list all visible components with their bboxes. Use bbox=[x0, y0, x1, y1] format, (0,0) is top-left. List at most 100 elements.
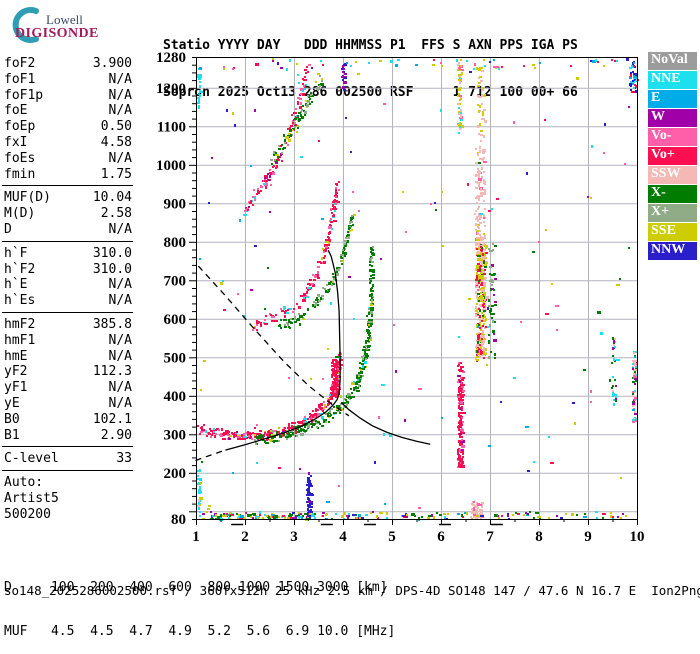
legend-item-noval: NoVal bbox=[648, 52, 697, 70]
param-value: 310.0 bbox=[92, 261, 132, 277]
y-axis-label-1100: 1100 bbox=[157, 119, 186, 135]
x-axis-label-8: 8 bbox=[535, 529, 543, 545]
param-row-500200: 500200 bbox=[4, 507, 132, 523]
param-row-fxi: fxI 4.58 bbox=[4, 135, 132, 151]
legend-item-x: X+ bbox=[648, 204, 697, 222]
param-label: C-level bbox=[4, 451, 59, 467]
param-row-hme: hmE N/A bbox=[4, 349, 132, 365]
y-axis-label-400: 400 bbox=[164, 389, 187, 405]
param-row-b1: B1 2.90 bbox=[4, 428, 132, 444]
overlay-line-profile-extrapolated-tail bbox=[195, 449, 226, 462]
x-axis-label-5: 5 bbox=[388, 529, 396, 545]
y-axis-label-500: 500 bbox=[164, 350, 187, 366]
param-label: MUF(D) bbox=[4, 190, 51, 206]
x-axis-label-10: 10 bbox=[630, 529, 645, 545]
y-axis-label-900: 900 bbox=[164, 196, 187, 212]
param-value: N/A bbox=[108, 221, 132, 237]
param-row-fmin: fmin 1.75 bbox=[4, 167, 132, 183]
param-label: foE bbox=[4, 103, 28, 119]
param-value: N/A bbox=[108, 332, 132, 348]
overlay-line-valley-curve bbox=[341, 402, 431, 445]
param-row-hes: h`Es N/A bbox=[4, 293, 132, 309]
param-value: 385.8 bbox=[92, 316, 132, 332]
param-row-fof1p: foF1p N/A bbox=[4, 88, 132, 104]
param-row-auto: Auto: bbox=[4, 475, 132, 491]
overlay-line-transmission-curve bbox=[197, 265, 350, 417]
param-label: Auto: bbox=[4, 475, 44, 491]
param-group-divider bbox=[2, 185, 133, 187]
x-axis-label-1: 1 bbox=[192, 529, 200, 545]
param-label: fmin bbox=[4, 166, 36, 182]
param-label: h`F2 bbox=[4, 261, 36, 277]
param-row-foep: foEp 0.50 bbox=[4, 119, 132, 135]
x-axis-label-7: 7 bbox=[486, 529, 494, 545]
y-axis-label-200: 200 bbox=[164, 466, 187, 482]
muf-row: MUF 4.5 4.5 4.7 4.9 5.2 5.6 6.9 10.0 [MH… bbox=[4, 623, 396, 639]
param-value: N/A bbox=[108, 87, 132, 103]
param-value: N/A bbox=[108, 103, 132, 119]
param-row-he: h`E N/A bbox=[4, 277, 132, 293]
param-value: 1.75 bbox=[100, 166, 132, 182]
crescent-icon bbox=[12, 7, 39, 43]
x-axis-label-3: 3 bbox=[290, 529, 298, 545]
legend-item-ssw: SSW bbox=[648, 166, 697, 184]
param-value: N/A bbox=[108, 277, 132, 293]
echo-dots bbox=[197, 58, 639, 521]
param-value: 102.1 bbox=[92, 411, 132, 427]
y-axis-label-600: 600 bbox=[164, 312, 187, 328]
legend-item-nne: NNE bbox=[648, 71, 697, 89]
ionogram-plot: 1280120011001000900800700600500400300200… bbox=[156, 50, 645, 545]
digisonde-ionogram-viewer: { "logo": {"line1": "Lowell", "line2": "… bbox=[2, 4, 700, 639]
param-value: 4.58 bbox=[100, 134, 132, 150]
param-label: h`F bbox=[4, 245, 28, 261]
y-axis-label-300: 300 bbox=[164, 427, 187, 443]
param-row-hmf1: hmF1 N/A bbox=[4, 333, 132, 349]
y-axis-label-700: 700 bbox=[164, 273, 187, 289]
param-row-b0: B0 102.1 bbox=[4, 412, 132, 428]
param-row-foes: foEs N/A bbox=[4, 151, 132, 167]
param-label: yF1 bbox=[4, 380, 28, 396]
lowell-digisonde-logo: Lowell DIGISONDE bbox=[6, 4, 156, 48]
param-value: 2.90 bbox=[100, 427, 132, 443]
overlay-line-true-height-profile bbox=[225, 250, 341, 451]
param-value: 2.58 bbox=[100, 206, 132, 222]
param-label: fxI bbox=[4, 134, 28, 150]
legend-item-x: X- bbox=[648, 185, 697, 203]
param-label: 500200 bbox=[4, 506, 51, 522]
param-row-mufd: MUF(D) 10.04 bbox=[4, 190, 132, 206]
param-label: M(D) bbox=[4, 206, 36, 222]
param-value: 310.0 bbox=[92, 245, 132, 261]
param-value: N/A bbox=[108, 348, 132, 364]
param-label: hmF2 bbox=[4, 316, 36, 332]
plot-axes: 1280120011001000900800700600500400300200… bbox=[156, 50, 645, 545]
param-label: foEs bbox=[4, 150, 36, 166]
param-value: N/A bbox=[108, 293, 132, 309]
status-line: so148_2025286002500.rsf / 360fx512h 25 k… bbox=[4, 583, 700, 598]
scaled-parameters-panel: foF2 3.900 foF1 N/A foF1p N/A foE N/A foEp 0.50 fx… bbox=[2, 56, 133, 523]
param-value: 10.04 bbox=[92, 190, 132, 206]
param-row-artist5: Artist5 bbox=[4, 491, 132, 507]
param-label: foF1 bbox=[4, 71, 36, 87]
param-label: yF2 bbox=[4, 364, 28, 380]
param-value: 0.50 bbox=[100, 119, 132, 135]
param-label: hmF1 bbox=[4, 332, 36, 348]
param-value: 112.3 bbox=[92, 364, 132, 380]
param-row-yf1: yF1 N/A bbox=[4, 380, 132, 396]
param-row-clevel: C-level 33 bbox=[4, 451, 132, 467]
distance-row: D 100 200 400 600 800 1000 1500 3000 [km… bbox=[4, 580, 388, 595]
param-value: 33 bbox=[116, 451, 132, 467]
param-row-hf: h`F 310.0 bbox=[4, 246, 132, 262]
param-row-d: D N/A bbox=[4, 222, 132, 238]
y-axis-label-1200: 1200 bbox=[156, 81, 186, 97]
param-label: B0 bbox=[4, 411, 20, 427]
y-axis-label-800: 800 bbox=[164, 235, 187, 251]
muf-distance-table: D 100 200 400 600 800 1000 1500 3000 [km… bbox=[4, 552, 395, 654]
y-axis-label-80: 80 bbox=[171, 512, 186, 528]
param-row-hmf2: hmF2 385.8 bbox=[4, 317, 132, 333]
param-label: B1 bbox=[4, 427, 20, 443]
legend-item-sse: SSE bbox=[648, 223, 697, 241]
param-label: foF2 bbox=[4, 56, 36, 71]
param-group-divider bbox=[2, 446, 133, 448]
logo-digisonde-text: DIGISONDE bbox=[15, 26, 99, 41]
legend-item-vo: Vo- bbox=[648, 128, 697, 146]
